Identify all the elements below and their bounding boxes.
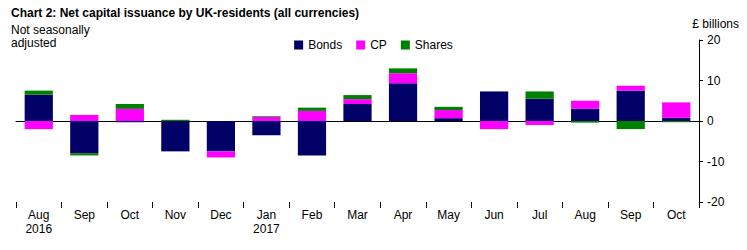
svg-text:CP: CP — [370, 38, 387, 52]
svg-text:Not seasonally: Not seasonally — [11, 23, 90, 37]
svg-text:Sep: Sep — [620, 208, 642, 222]
svg-text:Aug: Aug — [574, 208, 595, 222]
svg-text:Sep: Sep — [74, 208, 96, 222]
svg-text:Aug: Aug — [28, 208, 49, 222]
svg-text:£ billions: £ billions — [692, 17, 739, 31]
svg-text:Feb: Feb — [302, 208, 323, 222]
svg-text:-10: -10 — [707, 155, 725, 169]
svg-text:20: 20 — [707, 33, 721, 47]
svg-text:10: 10 — [707, 74, 721, 88]
svg-text:2017: 2017 — [253, 222, 280, 236]
svg-text:Dec: Dec — [210, 208, 231, 222]
svg-text:adjusted: adjusted — [11, 36, 56, 50]
svg-text:Jun: Jun — [484, 208, 503, 222]
svg-text:2016: 2016 — [25, 222, 52, 236]
svg-text:Apr: Apr — [394, 208, 413, 222]
svg-text:-20: -20 — [707, 195, 725, 209]
svg-text:Jul: Jul — [532, 208, 547, 222]
svg-text:Mar: Mar — [347, 208, 368, 222]
svg-text:Bonds: Bonds — [308, 38, 342, 52]
svg-text:0: 0 — [707, 114, 714, 128]
svg-text:Nov: Nov — [165, 208, 186, 222]
svg-text:Shares: Shares — [415, 38, 453, 52]
svg-text:Oct: Oct — [120, 208, 139, 222]
svg-text:Oct: Oct — [667, 208, 686, 222]
svg-text:May: May — [437, 208, 460, 222]
svg-text:Chart 2: Net capital issuance: Chart 2: Net capital issuance by UK-resi… — [11, 6, 359, 20]
svg-text:Jan: Jan — [257, 208, 276, 222]
